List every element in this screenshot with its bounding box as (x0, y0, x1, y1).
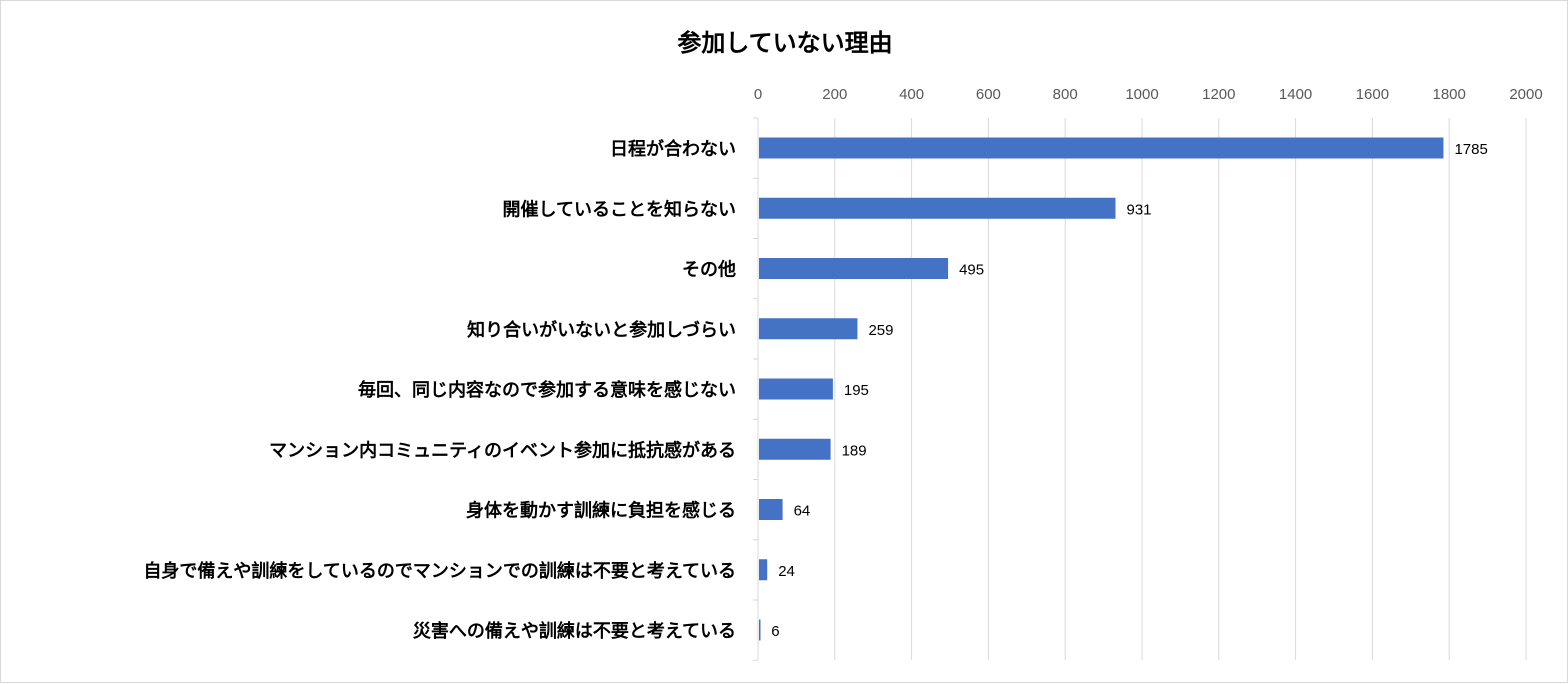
data-label: 6 (771, 623, 779, 640)
category-label: 災害への備えや訓練は不要と考えている (413, 620, 736, 642)
category-label: その他 (682, 259, 736, 281)
data-label: 931 (1127, 201, 1152, 218)
category-label: 日程が合わない (610, 138, 736, 160)
x-tick-label: 400 (899, 86, 924, 103)
data-label: 64 (794, 503, 811, 520)
bar (759, 619, 761, 641)
x-tick-label: 0 (754, 86, 762, 103)
category-label: 毎回、同じ内容なので参加する意味を感じない (358, 379, 736, 401)
chart-title: 参加していない理由 (677, 29, 892, 57)
x-tick-label: 1200 (1202, 86, 1235, 103)
bar (759, 378, 833, 400)
category-label: 身体を動かす訓練に負担を感じる (466, 500, 736, 522)
data-label: 495 (959, 262, 984, 279)
x-tick-label: 800 (1053, 86, 1078, 103)
data-label: 24 (778, 563, 795, 580)
category-label: 開催していることを知らない (503, 198, 736, 220)
data-label: 195 (844, 382, 869, 399)
data-labels: 1785 931 495 259 195 189 64 24 6 (771, 141, 1488, 640)
category-label: 自身で備えや訓練をしているのでマンションでの訓練は不要と考えている (143, 560, 736, 582)
x-tick-label: 600 (976, 86, 1001, 103)
category-label: マンション内コミュニティのイベント参加に抵抗感がある (269, 439, 736, 461)
category-label: 知り合いがいないと参加しづらい (467, 319, 736, 341)
bar (759, 137, 1444, 159)
bar (759, 318, 858, 340)
bar (759, 258, 949, 279)
data-label: 259 (868, 322, 893, 339)
x-tick-label: 200 (822, 86, 847, 103)
bar (759, 499, 783, 520)
y-axis (753, 117, 759, 661)
bars (759, 137, 1444, 641)
bar (759, 559, 768, 581)
x-axis-ticks: 0 200 400 600 800 1000 1200 1400 1600 1800 2000 (754, 86, 1543, 103)
x-tick-label: 2000 (1509, 86, 1542, 103)
bar (759, 197, 1116, 219)
bar (759, 438, 831, 460)
data-label: 189 (842, 442, 867, 459)
x-tick-label: 1000 (1125, 86, 1158, 103)
x-tick-label: 1400 (1279, 86, 1312, 103)
data-label: 1785 (1454, 141, 1487, 158)
x-tick-label: 1600 (1356, 86, 1389, 103)
category-labels: 日程が合わない開催していることを知らないその他知り合いがいないと参加しづらい毎回… (143, 138, 736, 642)
x-tick-label: 1800 (1433, 86, 1466, 103)
